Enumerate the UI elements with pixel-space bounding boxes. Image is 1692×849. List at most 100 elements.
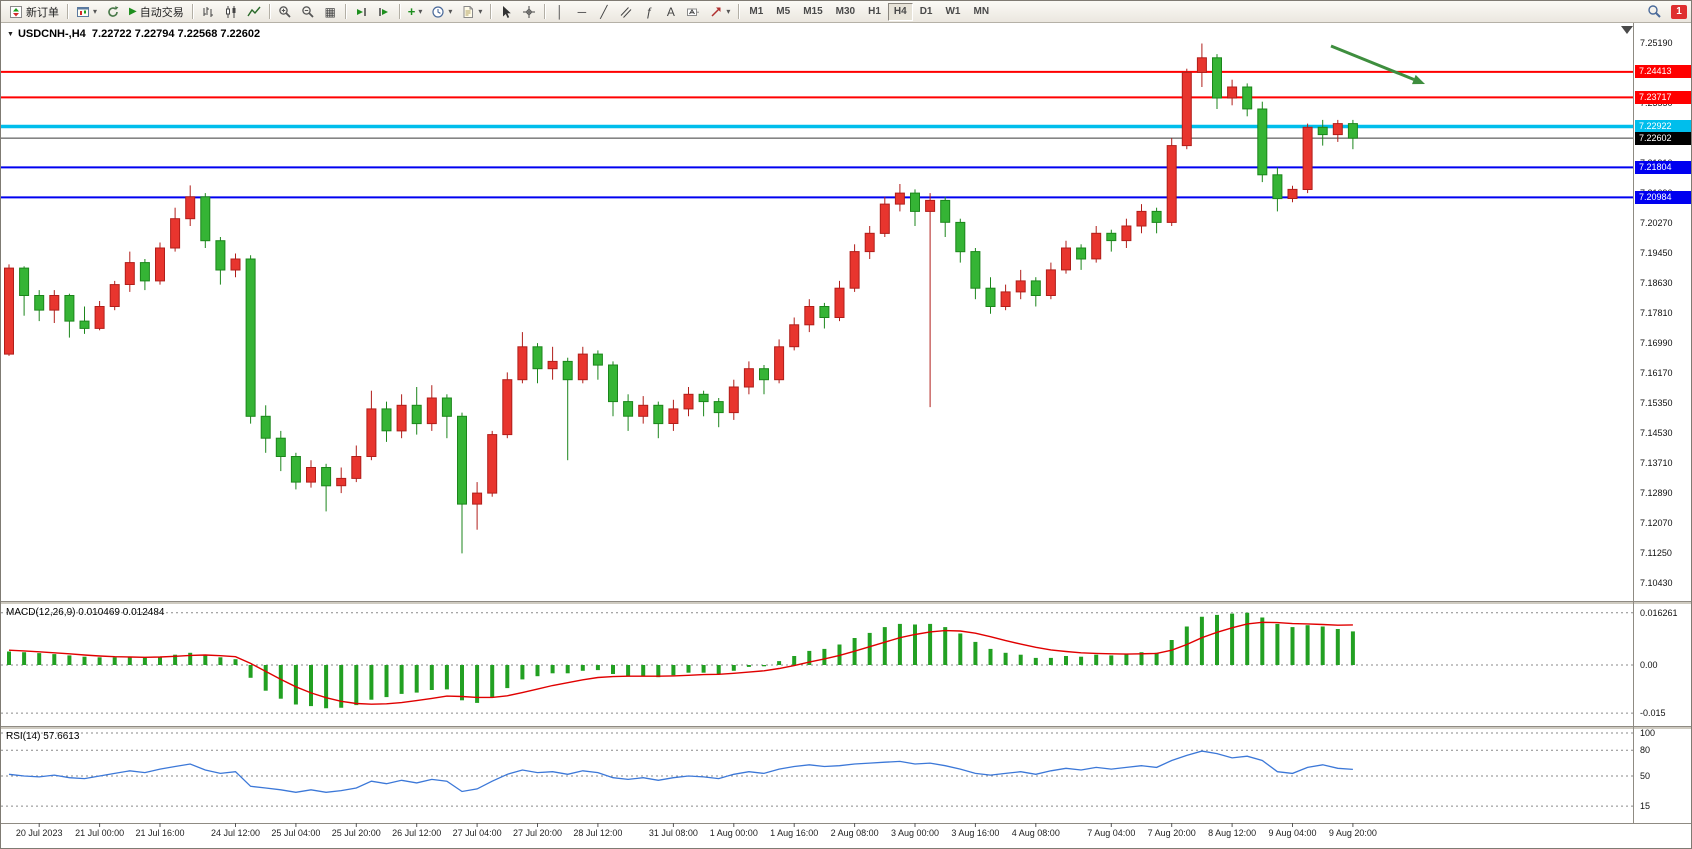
macd-histogram: [7, 612, 1355, 709]
refresh-icon: [108, 5, 119, 17]
arrow-annotation[interactable]: [1330, 44, 1415, 81]
text-label-button[interactable]: [682, 2, 704, 21]
vertical-line-button[interactable]: │: [549, 2, 570, 21]
refresh-button[interactable]: [102, 2, 124, 21]
new-order-label: 新订单: [26, 6, 59, 19]
trendline-button[interactable]: ╱: [593, 2, 614, 21]
charts-menu-button[interactable]: ▾: [72, 2, 101, 21]
autotrading-button[interactable]: ▶ 自动交易: [125, 2, 188, 21]
candle-body: [366, 408, 377, 457]
auto-scroll-button[interactable]: [350, 2, 372, 21]
new-order-button[interactable]: 新订单: [5, 2, 63, 21]
candle-body: [683, 393, 694, 410]
bid-price-label: 7.22602: [1635, 131, 1691, 145]
rsi-value: 57.6613: [43, 731, 80, 742]
candle-body: [336, 477, 347, 487]
candle-body: [381, 408, 392, 432]
candle-body: [487, 434, 498, 494]
chart-shift-button[interactable]: [373, 2, 395, 21]
candle-body: [139, 262, 150, 282]
timeframe-m30-button[interactable]: M30: [830, 3, 861, 21]
candle-body: [200, 196, 211, 242]
timeframe-h4-button[interactable]: H4: [887, 2, 913, 21]
timeframe-h1-button[interactable]: H1: [862, 3, 887, 21]
cursor-button[interactable]: [495, 2, 517, 21]
timeframe-m1-button[interactable]: M1: [743, 3, 769, 21]
timeframe-mn-button[interactable]: MN: [967, 3, 995, 21]
timeframe-w1-button[interactable]: W1: [939, 3, 966, 21]
candle-body: [1151, 210, 1162, 223]
bar-chart-button[interactable]: [197, 2, 219, 21]
rsi-indicator-label: RSI(14) 57.6613: [6, 731, 79, 742]
candle-body: [743, 368, 754, 388]
crosshair-icon: [523, 5, 536, 18]
candle-body: [592, 353, 603, 366]
indicators-button[interactable]: + ▾: [404, 2, 427, 21]
candle-body: [155, 247, 165, 282]
price-line-label: 7.21804: [1635, 160, 1691, 174]
candle-body: [547, 360, 558, 370]
candle-body: [19, 267, 30, 297]
rsi-axis-label: 15: [1640, 801, 1651, 812]
macd-signal-line: [8, 621, 1353, 705]
candle-body: [1181, 71, 1192, 147]
price-grid-label: 7.18630: [1640, 278, 1673, 289]
search-button[interactable]: [1643, 2, 1666, 21]
candle-body: [623, 401, 634, 417]
macd-axis-label: 0.016261: [1640, 607, 1678, 618]
candle-body: [668, 408, 679, 424]
candle-body: [849, 251, 860, 289]
arrow-annotation-head[interactable]: [1412, 74, 1425, 85]
candlestick-chart-button[interactable]: [220, 2, 242, 21]
macd-axis-label: 0.00: [1640, 660, 1658, 670]
fibonacci-button[interactable]: ƒ: [638, 2, 659, 21]
tile-windows-button[interactable]: ▦: [320, 2, 341, 21]
candle-body: [245, 258, 256, 417]
periods-button[interactable]: ▾: [427, 2, 456, 21]
arrows-tool-button[interactable]: ▾: [705, 2, 734, 21]
arrow-tool-icon: [711, 7, 721, 17]
candle-body: [713, 401, 724, 414]
candle-body: [698, 393, 709, 403]
candle-body: [925, 199, 936, 212]
notification-badge[interactable]: 1: [1671, 4, 1687, 19]
candle-body: [517, 346, 528, 381]
candle-body: [1287, 188, 1298, 199]
crosshair-button[interactable]: [518, 2, 540, 21]
templates-button[interactable]: ▾: [457, 2, 486, 21]
line-chart-button[interactable]: [243, 2, 265, 21]
zoom-in-button[interactable]: [274, 2, 296, 21]
separator: [738, 4, 740, 19]
autotrading-play-icon: ▶: [129, 5, 137, 17]
dropdown-icon: ▾: [726, 6, 731, 16]
price-grid-label: 7.12890: [1640, 488, 1673, 499]
candle-body: [49, 295, 60, 311]
candle-body: [290, 456, 301, 483]
dropdown-icon: ▾: [418, 6, 423, 16]
price-axis[interactable]: 7.251907.243707.235507.227307.219107.210…: [1634, 1, 1691, 823]
text-button[interactable]: A: [660, 2, 681, 21]
panel-splitter[interactable]: [1, 726, 1692, 729]
panel-splitter[interactable]: [1, 601, 1692, 604]
candle-body: [306, 467, 316, 483]
clock-icon: [432, 5, 444, 18]
chart-shift-marker[interactable]: [1621, 26, 1633, 34]
candle-body: [79, 320, 90, 329]
candle-body: [1347, 123, 1358, 139]
price-grid-label: 7.19450: [1640, 248, 1673, 259]
timeframe-m15-button[interactable]: M15: [797, 3, 828, 21]
timeframe-d1-button[interactable]: D1: [914, 3, 939, 21]
zoom-out-button[interactable]: [297, 2, 319, 21]
separator: [268, 4, 270, 19]
price-line-label: 7.24413: [1635, 65, 1691, 79]
one-click-trading-toggle[interactable]: ▼: [7, 31, 14, 38]
separator: [544, 4, 546, 19]
horizontal-line-button[interactable]: ─: [571, 2, 592, 21]
equidistant-channel-button[interactable]: [615, 2, 637, 21]
price-grid-label: 7.16990: [1640, 338, 1673, 349]
timeframe-m5-button[interactable]: M5: [770, 3, 796, 21]
candle-body: [532, 346, 543, 370]
candle-body: [1076, 247, 1087, 260]
